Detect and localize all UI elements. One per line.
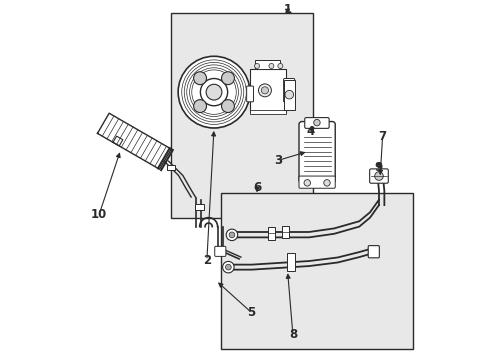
Circle shape — [226, 229, 237, 240]
Circle shape — [200, 78, 227, 106]
Text: 1: 1 — [283, 3, 291, 16]
FancyBboxPatch shape — [246, 86, 253, 102]
FancyBboxPatch shape — [298, 122, 335, 183]
Text: 9: 9 — [374, 161, 382, 174]
Circle shape — [374, 172, 383, 180]
Circle shape — [221, 72, 234, 85]
Circle shape — [193, 72, 206, 85]
FancyBboxPatch shape — [214, 246, 225, 256]
FancyBboxPatch shape — [369, 169, 387, 183]
Text: 7: 7 — [378, 130, 386, 144]
Bar — [195, 204, 204, 211]
Circle shape — [304, 180, 310, 186]
Bar — [171, 13, 312, 218]
Text: 10: 10 — [91, 208, 107, 221]
Circle shape — [268, 63, 273, 68]
Circle shape — [323, 180, 329, 186]
Circle shape — [285, 90, 293, 99]
Bar — [221, 193, 412, 348]
FancyBboxPatch shape — [304, 118, 328, 129]
Circle shape — [206, 84, 222, 100]
Bar — [284, 80, 294, 110]
Text: 3: 3 — [274, 154, 282, 167]
FancyBboxPatch shape — [283, 78, 294, 102]
Bar — [249, 110, 285, 114]
Circle shape — [261, 87, 268, 94]
Circle shape — [313, 120, 320, 126]
Circle shape — [221, 100, 234, 113]
Text: 4: 4 — [306, 125, 314, 138]
Circle shape — [193, 100, 206, 113]
Bar — [286, 253, 294, 271]
Bar — [267, 227, 274, 240]
Circle shape — [225, 264, 231, 270]
FancyBboxPatch shape — [249, 69, 285, 112]
Circle shape — [258, 84, 271, 97]
Text: 5: 5 — [247, 306, 255, 319]
Circle shape — [254, 63, 259, 68]
Bar — [255, 60, 280, 69]
Bar — [282, 226, 289, 238]
Text: 6: 6 — [252, 181, 261, 194]
Text: 2: 2 — [203, 254, 210, 267]
Bar — [167, 165, 175, 170]
Circle shape — [228, 232, 234, 238]
Circle shape — [178, 56, 249, 128]
FancyBboxPatch shape — [367, 246, 379, 258]
Circle shape — [222, 261, 234, 273]
FancyBboxPatch shape — [298, 176, 335, 188]
Text: 8: 8 — [288, 328, 296, 341]
Circle shape — [277, 63, 282, 68]
